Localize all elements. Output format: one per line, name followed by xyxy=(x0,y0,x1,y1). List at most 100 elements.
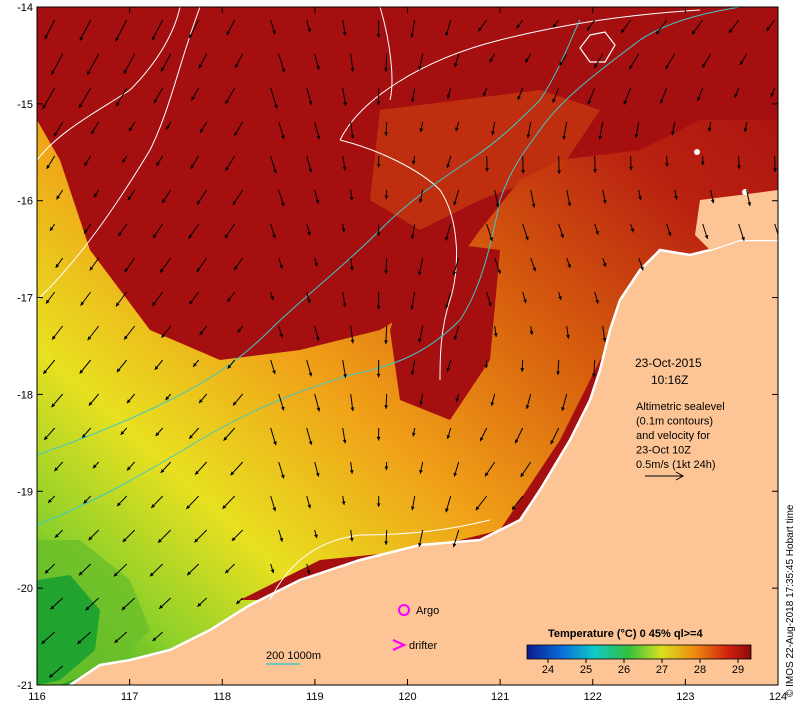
velocity-arrow xyxy=(160,461,172,474)
velocity-arrow xyxy=(587,87,596,105)
velocity-arrow xyxy=(517,87,524,101)
y-tick-label: -17 xyxy=(17,293,33,305)
velocity-arrow xyxy=(115,291,128,307)
velocity-arrow xyxy=(306,495,312,509)
velocity-arrow xyxy=(558,291,562,301)
x-tick-label: 121 xyxy=(491,691,509,703)
velocity-arrow xyxy=(484,461,496,477)
velocity-arrow xyxy=(491,121,496,136)
warm-water-patch xyxy=(370,90,600,230)
velocity-arrow xyxy=(314,461,320,477)
velocity-arrow xyxy=(376,87,381,105)
velocity-arrow xyxy=(526,121,532,139)
y-axis: -14 -15 -16 -17 -18 -19 -20 -21 xyxy=(17,2,778,692)
velocity-arrow xyxy=(230,461,244,476)
velocity-arrow xyxy=(160,53,172,72)
velocity-arrow xyxy=(123,53,136,75)
velocity-arrow xyxy=(522,291,527,304)
velocity-arrow xyxy=(493,325,498,337)
velocity-arrow xyxy=(199,325,208,336)
velocity-arrow xyxy=(232,393,244,406)
island xyxy=(694,149,700,155)
isobath-200m xyxy=(37,7,741,526)
velocity-arrow xyxy=(185,495,200,510)
velocity-arrow xyxy=(700,155,705,166)
velocity-arrow xyxy=(737,155,741,169)
velocity-arrow xyxy=(306,19,312,33)
velocity-arrow xyxy=(477,19,488,32)
velocity-arrow xyxy=(376,155,381,168)
sealevel-contour xyxy=(339,9,701,141)
velocity-arrow xyxy=(50,597,64,610)
velocity-arrow xyxy=(566,189,572,207)
velocity-arrow xyxy=(306,155,313,173)
y-tick-label: -16 xyxy=(17,196,33,208)
velocity-arrow xyxy=(198,393,208,404)
velocity-arrow xyxy=(194,461,208,475)
velocity-arrow xyxy=(165,393,172,401)
velocity-arrow xyxy=(445,495,452,513)
velocity-arrow xyxy=(155,155,164,167)
velocity-arrow xyxy=(349,529,354,542)
velocity-arrow xyxy=(55,257,64,269)
velocity-arrow xyxy=(697,87,704,102)
velocity-arrow xyxy=(664,155,669,167)
velocity-arrow xyxy=(42,87,56,110)
velocity-arrow xyxy=(222,495,236,510)
info-line: Altimetric sealevel xyxy=(636,401,725,413)
velocity-arrow xyxy=(83,155,92,167)
velocity-arrow xyxy=(419,121,424,133)
velocity-arrow xyxy=(418,529,424,547)
y-tick-label: -19 xyxy=(17,486,33,498)
argo-label: Argo xyxy=(416,605,439,617)
velocity-arrow xyxy=(418,325,424,343)
velocity-arrow xyxy=(446,155,452,169)
warm-water-tongue xyxy=(390,240,500,420)
velocity-arrow xyxy=(314,189,320,204)
velocity-arrow xyxy=(773,155,777,172)
velocity-arrow xyxy=(196,257,208,273)
velocity-arrow xyxy=(558,223,564,239)
velocity-arrow xyxy=(44,19,56,40)
velocity-arrow xyxy=(384,529,389,545)
velocity-arrow xyxy=(122,529,136,543)
velocity-arrow xyxy=(665,53,676,70)
y-tick-label: -21 xyxy=(17,680,33,692)
velocity-arrow xyxy=(520,461,532,478)
velocity-arrow xyxy=(410,495,416,511)
info-line: 0.5m/s (1kt 24h) xyxy=(636,459,715,471)
velocity-arrow xyxy=(342,359,347,378)
velocity-arrow xyxy=(314,529,318,539)
x-tick-label: 124 xyxy=(769,691,787,703)
velocity-arrow xyxy=(306,291,311,304)
velocity-arrow xyxy=(190,155,200,170)
velocity-arrow xyxy=(232,189,244,206)
velocity-arrow xyxy=(514,427,524,444)
velocity-arrow xyxy=(739,53,748,66)
velocity-arrow xyxy=(411,427,416,437)
velocity-arrow xyxy=(53,461,64,472)
velocity-arrow xyxy=(314,257,318,267)
velocity-arrow xyxy=(81,427,92,439)
velocity-arrow xyxy=(53,121,64,137)
velocity-arrow xyxy=(152,631,164,642)
velocity-arrow xyxy=(278,529,284,542)
velocity-arrow xyxy=(384,189,389,200)
velocity-arrow xyxy=(602,189,607,204)
velocity-arrow xyxy=(521,155,526,174)
velocity-arrow xyxy=(453,189,460,206)
velocity-arrow xyxy=(453,53,460,68)
velocity-arrow xyxy=(634,121,640,139)
velocity-arrow xyxy=(411,155,416,165)
velocity-arrow xyxy=(122,155,128,164)
velocity-arrow xyxy=(445,19,452,37)
velocity-arrow xyxy=(410,291,416,310)
velocity-arrow xyxy=(384,461,389,471)
sealevel-contour xyxy=(37,7,201,301)
velocity-arrow xyxy=(278,189,285,207)
velocity-arrow xyxy=(314,53,320,70)
colorbar-tick-label: 29 xyxy=(732,664,744,676)
isobath-1000m xyxy=(37,19,581,456)
velocity-arrow xyxy=(306,563,311,575)
velocity-arrow xyxy=(452,257,460,276)
